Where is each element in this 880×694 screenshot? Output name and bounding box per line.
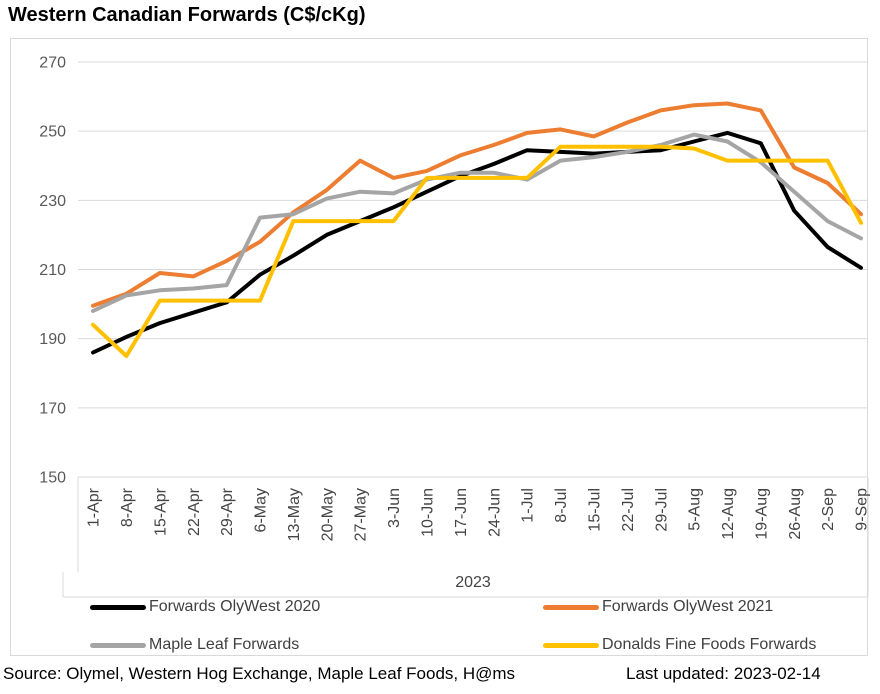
x-tick-label: 27-May	[353, 488, 370, 541]
legend-item-forwards-olywest-2020[interactable]: Forwards OlyWest 2020	[90, 594, 320, 620]
legend-label: Forwards OlyWest 2020	[149, 598, 321, 615]
plot-series	[91, 101, 863, 358]
legend-swatch-black-line	[90, 604, 146, 610]
legend-swatch-gray-line	[90, 642, 146, 648]
x-tick-label: 24-Jun	[486, 488, 503, 537]
x-tick-label: 17-Jun	[453, 488, 470, 537]
legend-label: Forwards OlyWest 2021	[602, 598, 774, 615]
y-tick-label: 250	[39, 124, 66, 141]
legend-label: Donalds Fine Foods Forwards	[602, 636, 817, 653]
source-note: Source: Olymel, Western Hog Exchange, Ma…	[3, 664, 516, 683]
x-tick-label: 26-Aug	[787, 488, 804, 540]
x-tick-label: 20-May	[319, 488, 336, 541]
x-tick-label: 8-Apr	[119, 487, 136, 527]
legend-item-maple-leaf-forwards[interactable]: Maple Leaf Forwards	[90, 632, 299, 658]
y-axis[interactable]: 150 170 190 210 230 250 270	[39, 55, 66, 487]
series-line-donalds-fine-foods-forwards[interactable]	[91, 144, 863, 358]
y-tick-label: 190	[39, 331, 66, 348]
chart-title[interactable]: Western Canadian Forwards (C$/cKg)	[8, 4, 366, 26]
y-tick-label: 230	[39, 193, 66, 210]
series-line-forwards-olywest-2020[interactable]	[91, 130, 863, 355]
y-tick-label: 170	[39, 400, 66, 417]
x-tick-label: 19-Aug	[753, 488, 770, 540]
x-tick-label: 3-Jun	[386, 488, 403, 528]
series-line-forwards-olywest-2021[interactable]	[91, 101, 863, 308]
x-tick-label: 9-Sep	[854, 488, 871, 531]
legend-swatch-yellow-line	[543, 642, 599, 648]
x-tick-label: 22-Jul	[620, 488, 637, 532]
y-tick-label: 150	[39, 470, 66, 487]
x-tick-label: 12-Aug	[720, 488, 737, 540]
x-tick-label: 5-Aug	[687, 488, 704, 531]
y-tick-label: 270	[39, 55, 66, 72]
x-tick-label: 6-May	[253, 488, 270, 532]
series-line-maple-leaf-forwards[interactable]	[91, 132, 863, 313]
x-tick-label: 29-Apr	[219, 487, 236, 536]
x-tick-label: 15-Jul	[586, 488, 603, 532]
x-axis-year-label: 2023	[455, 574, 491, 591]
x-tick-label: 10-Jun	[420, 488, 437, 537]
legend-label: Maple Leaf Forwards	[149, 636, 300, 653]
legend-item-forwards-olywest-2021[interactable]: Forwards OlyWest 2021	[543, 594, 773, 620]
x-tick-label: 8-Jul	[553, 488, 570, 523]
legend-item-donalds-fine-foods-forwards[interactable]: Donalds Fine Foods Forwards	[543, 632, 816, 658]
x-axis[interactable]: 1-Apr 8-Apr 15-Apr 22-Apr 29-Apr 6-May 13-May 2…	[62, 477, 871, 598]
x-tick-label: 1-Apr	[86, 487, 103, 527]
x-tick-label: 13-May	[286, 488, 303, 541]
last-updated-note: Last updated: 2023-02-14	[626, 664, 821, 683]
x-tick-label: 1-Jul	[520, 488, 537, 523]
x-tick-label: 22-Apr	[186, 487, 203, 536]
x-tick-label: 29-Jul	[653, 488, 670, 532]
legend-swatch-orange-line	[543, 604, 599, 610]
y-tick-label: 210	[39, 262, 66, 279]
gridlines	[78, 61, 868, 478]
x-tick-label: 2-Sep	[820, 488, 837, 531]
x-tick-label: 15-Apr	[152, 487, 169, 536]
